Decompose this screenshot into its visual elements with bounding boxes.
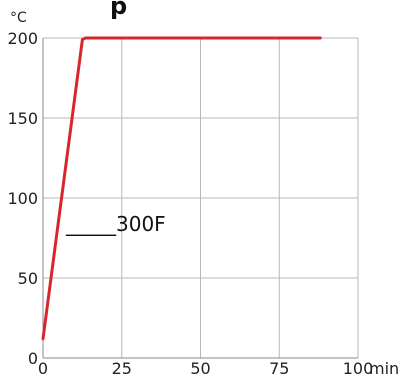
- x-axis-unit: min: [369, 359, 398, 378]
- data-series: [41, 36, 322, 341]
- y-tick-label: 150: [7, 109, 38, 128]
- x-tick-label: 25: [112, 359, 132, 378]
- y-tick-label: 0: [28, 349, 38, 368]
- x-tick-label: 75: [269, 359, 289, 378]
- x-tick-label: 100: [343, 359, 374, 378]
- y-axis-unit: °C: [10, 10, 27, 26]
- x-tick-labels: 0 25 50 75 100: [38, 359, 373, 378]
- series-line: [41, 36, 322, 341]
- chart-title-fragment: p: [110, 0, 127, 20]
- y-tick-label: 100: [7, 189, 38, 208]
- y-tick-label: 50: [18, 269, 38, 288]
- x-tick-label: 0: [38, 359, 48, 378]
- chart-grid: [42, 37, 359, 359]
- series-annotation: _____300F: [65, 212, 166, 236]
- y-tick-labels: 0 50 100 150 200: [7, 29, 38, 368]
- y-tick-label: 200: [7, 29, 38, 48]
- x-tick-label: 50: [190, 359, 210, 378]
